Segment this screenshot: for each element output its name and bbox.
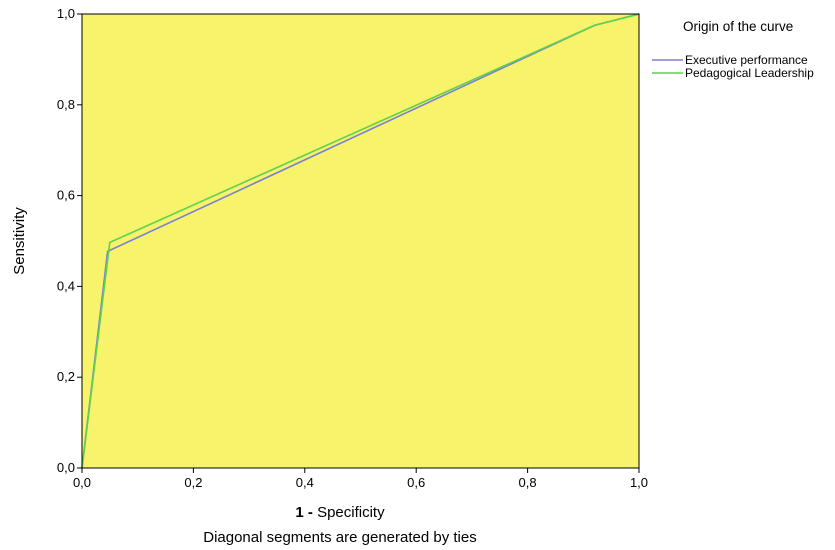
y-tick-label: 1,0 [57,6,75,21]
y-tick-label: 0,4 [57,278,75,293]
x-axis-label-prefix: 1 - [295,504,313,521]
footnote: Diagonal segments are generated by ties [203,529,477,546]
x-tick-label: 0,8 [519,475,537,490]
x-tick-label: 0,4 [296,475,314,490]
x-tick-label: 0,6 [407,475,425,490]
y-tick-label: 0,8 [57,97,75,112]
y-tick-label: 0,6 [57,188,75,203]
x-tick-label: 1,0 [630,475,648,490]
y-axis-label: Sensitivity [11,207,28,275]
plot-border [81,13,640,469]
y-tick-label: 0,2 [57,369,75,384]
x-axis: 0,0 0,2 0,4 0,6 0,8 1,0 [73,468,648,490]
x-axis-label: 1 - Specificity [295,504,385,521]
x-tick-label: 0,2 [184,475,202,490]
x-tick-label: 0,0 [73,475,91,490]
series-line-2 [81,13,640,469]
x-axis-label-main: Specificity [317,504,385,521]
legend-label: Executive performance [685,53,808,67]
series-layer [81,13,640,469]
plot-background [82,14,639,468]
legend-label: Pedagogical Leadership [685,66,814,80]
y-axis: 0,0 0,2 0,4 0,6 0,8 1,0 [57,6,82,475]
legend-title: Origin of the curve [683,19,793,34]
y-tick-label: 0,0 [57,460,75,475]
